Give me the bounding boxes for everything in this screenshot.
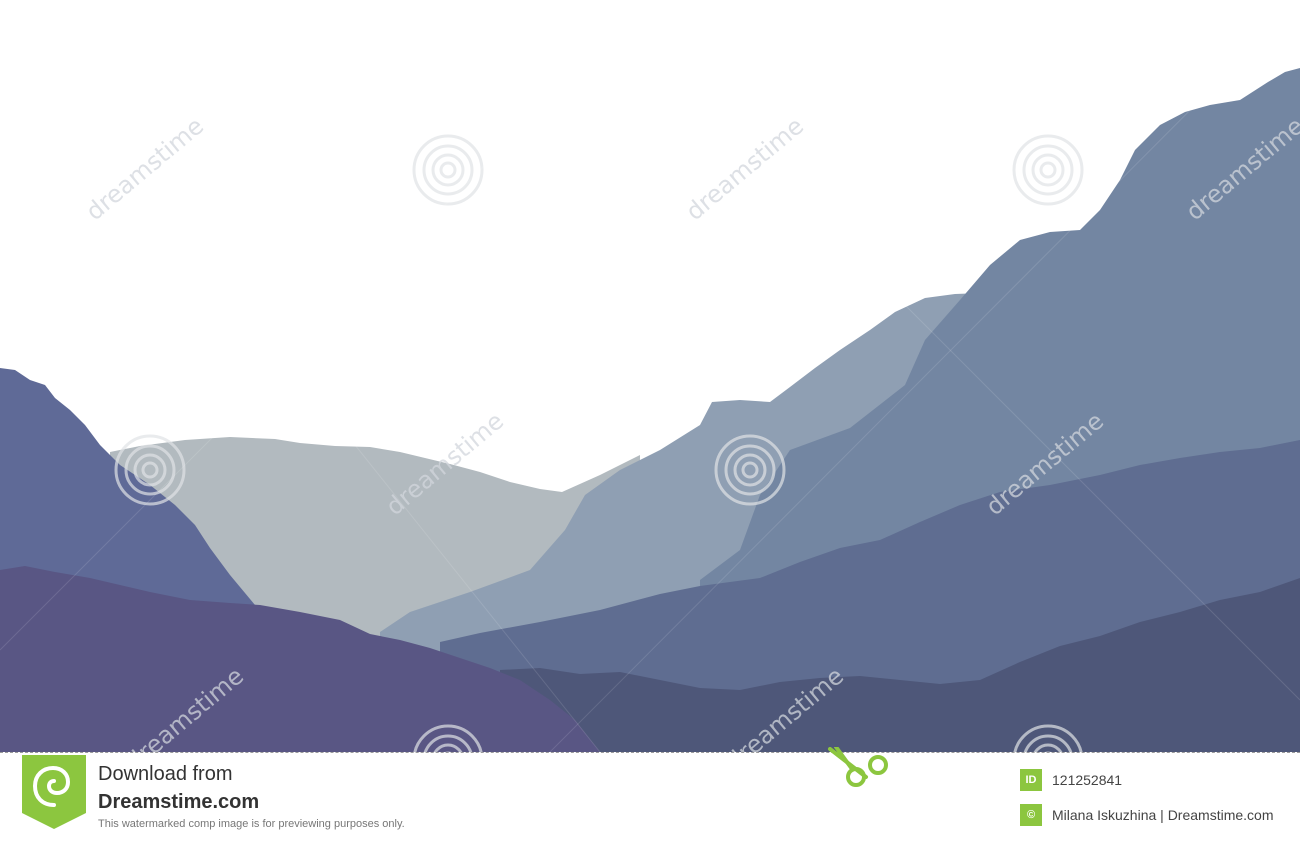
front-left-hill <box>0 566 600 752</box>
scissors-icon <box>828 747 888 787</box>
watermark-line <box>0 0 601 752</box>
watermark-line <box>599 0 1300 701</box>
image-id: 121252841 <box>1052 772 1123 788</box>
download-footer: Download from Dreamstime.com This waterm… <box>0 747 1300 842</box>
watermark-spiral-icon <box>412 134 484 206</box>
download-from-label: Download from <box>98 763 233 785</box>
mountain-landscape-illustration: dreamstime dreamstime dreamstimedreamstime… <box>0 0 1300 752</box>
copyright-icon: © <box>1020 804 1042 826</box>
watermark-spiral-icon <box>413 724 483 752</box>
image-id-row: ID 121252841 <box>1020 769 1122 791</box>
watermark-line <box>0 0 651 651</box>
front-right-hills <box>500 578 1300 752</box>
dreamstime-site-link[interactable]: Dreamstime.com <box>98 791 260 813</box>
watermark-line <box>549 0 1300 752</box>
dreamstime-logo-icon <box>22 755 86 829</box>
watermark-spiral-icon <box>1013 724 1083 752</box>
author-credit[interactable]: Milana Iskuzhina | Dreamstime.com <box>1052 807 1274 823</box>
id-tag-icon: ID <box>1020 769 1042 791</box>
watermark-spiral-icon <box>114 434 186 506</box>
watermark-spiral-icon <box>714 434 786 506</box>
author-row: © Milana Iskuzhina | Dreamstime.com <box>1020 804 1273 826</box>
preview-notice: This watermarked comp image is for previ… <box>98 818 405 830</box>
watermark-spiral-icon <box>1012 134 1084 206</box>
